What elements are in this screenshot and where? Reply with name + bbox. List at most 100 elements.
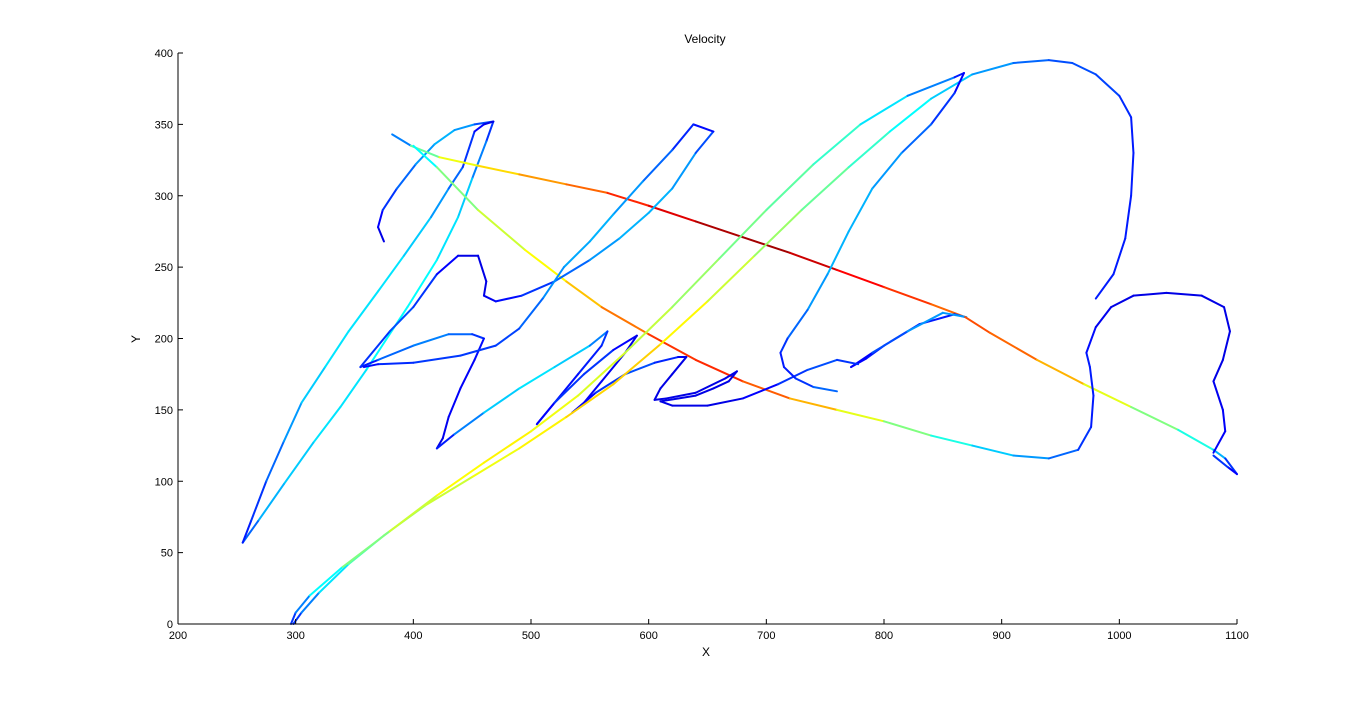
trajectory-segment: [712, 380, 730, 390]
trajectory-segment: [294, 594, 311, 614]
trajectory-segment: [612, 343, 662, 386]
trajectory-segment: [753, 209, 803, 257]
trajectory-segment: [786, 308, 809, 340]
trajectory-segment: [453, 411, 485, 436]
trajectory-segment: [694, 358, 744, 383]
stroke-series-9: [292, 59, 1135, 625]
trajectory-segment: [435, 166, 480, 212]
trajectory-segment: [565, 280, 603, 309]
trajectory-segment: [1047, 448, 1080, 460]
trajectory-segment: [1035, 358, 1086, 386]
y-tick-label: 50: [161, 548, 173, 560]
trajectory-segment: [930, 434, 974, 447]
trajectory-segment: [377, 254, 405, 293]
trajectory-segment: [435, 433, 456, 450]
stroke-series-8: [359, 123, 715, 369]
trajectory-segment: [494, 327, 521, 347]
x-tick-label: 300: [286, 630, 304, 642]
trajectory-segment: [359, 358, 380, 369]
trajectory-segment: [447, 387, 462, 419]
trajectory-segment: [835, 408, 885, 423]
trajectory-segment: [577, 344, 603, 376]
trajectory-segment: [518, 416, 568, 450]
trajectory-segment: [1221, 408, 1227, 433]
trajectory-segment: [377, 209, 384, 229]
trajectory-segment: [647, 204, 697, 223]
trajectory-segment: [779, 351, 785, 369]
trajectory-segment: [665, 391, 697, 400]
trajectory-segment: [1118, 94, 1133, 119]
trajectory-segment: [477, 254, 488, 283]
x-tick-label: 1000: [1107, 630, 1131, 642]
trajectory-segment: [300, 591, 321, 614]
trajectory-segment: [677, 394, 697, 400]
trajectory-segment: [577, 351, 627, 397]
trajectory-segment: [535, 401, 556, 426]
trajectory-segment: [388, 494, 438, 533]
trajectory-segment: [1085, 351, 1091, 369]
trajectory-segment: [906, 311, 944, 333]
trajectory-segment: [671, 257, 721, 309]
trajectory-segment: [871, 151, 903, 190]
trajectory-segment: [765, 163, 815, 212]
y-ticks: 0 50 100 150 200 250 300 350 400: [155, 48, 183, 631]
chart-title: Velocity: [684, 32, 725, 46]
trajectory-segment: [518, 297, 544, 330]
trajectory-segment: [435, 461, 485, 497]
trajectory-segment: [482, 294, 497, 303]
x-tick-label: 1100: [1225, 630, 1249, 642]
trajectory-segment: [1177, 428, 1215, 451]
trajectory-segment: [257, 483, 285, 523]
trajectory-segment: [388, 306, 415, 333]
trajectory-segment: [659, 397, 680, 403]
trajectory-segment: [318, 563, 350, 594]
trajectory-segment: [883, 286, 933, 306]
trajectory-segment: [624, 361, 656, 376]
trajectory-segment: [292, 611, 303, 625]
trajectory-segment: [241, 520, 252, 544]
trajectory-segment: [435, 254, 460, 276]
trajectory-segment: [312, 406, 342, 444]
trajectory-segment: [377, 361, 415, 366]
trajectory-segment: [612, 180, 644, 216]
trajectory-segment: [812, 386, 838, 393]
trajectory-segment: [553, 344, 591, 369]
trajectory-segment: [741, 383, 780, 400]
y-tick-label: 250: [155, 262, 173, 274]
trajectory-segment: [461, 130, 476, 169]
trajectory-segment: [424, 475, 474, 507]
trajectory-segment: [653, 356, 680, 364]
trajectory-segment: [412, 354, 462, 364]
stroke-series-10: [289, 71, 966, 625]
trajectory-segment: [1110, 294, 1135, 309]
trajectory-segment: [1212, 358, 1224, 383]
trajectory-segment: [883, 420, 933, 437]
trajectory-segment: [900, 123, 933, 154]
trajectory-segment: [618, 211, 650, 240]
trajectory-segment: [1085, 326, 1097, 354]
trajectory-segment: [624, 306, 674, 354]
x-tick-label: 400: [404, 630, 422, 642]
stroke-series-6: [1085, 291, 1231, 454]
trajectory-segment: [659, 373, 674, 390]
trajectory-segment: [727, 370, 738, 383]
trajectory-segment: [1094, 73, 1121, 97]
trajectory-segment: [692, 123, 715, 133]
trajectory-segment: [553, 258, 591, 283]
trajectory-segment: [482, 387, 521, 414]
trajectory-segment: [1090, 394, 1095, 429]
trajectory-segment: [341, 530, 391, 568]
trajectory-segment: [694, 130, 715, 154]
trajectory-segment: [1077, 426, 1093, 451]
trajectory-segment: [565, 383, 615, 419]
trajectory-segment: [953, 71, 966, 94]
trajectory-segment: [800, 166, 850, 212]
trajectory-segment: [779, 337, 789, 354]
trajectory-segment: [1223, 306, 1231, 333]
trajectory-segment: [1012, 59, 1050, 64]
trajectory-segment: [812, 123, 862, 166]
trajectory-segment: [653, 387, 662, 401]
y-tick-label: 0: [167, 619, 173, 631]
trajectory-segment: [988, 331, 1038, 361]
